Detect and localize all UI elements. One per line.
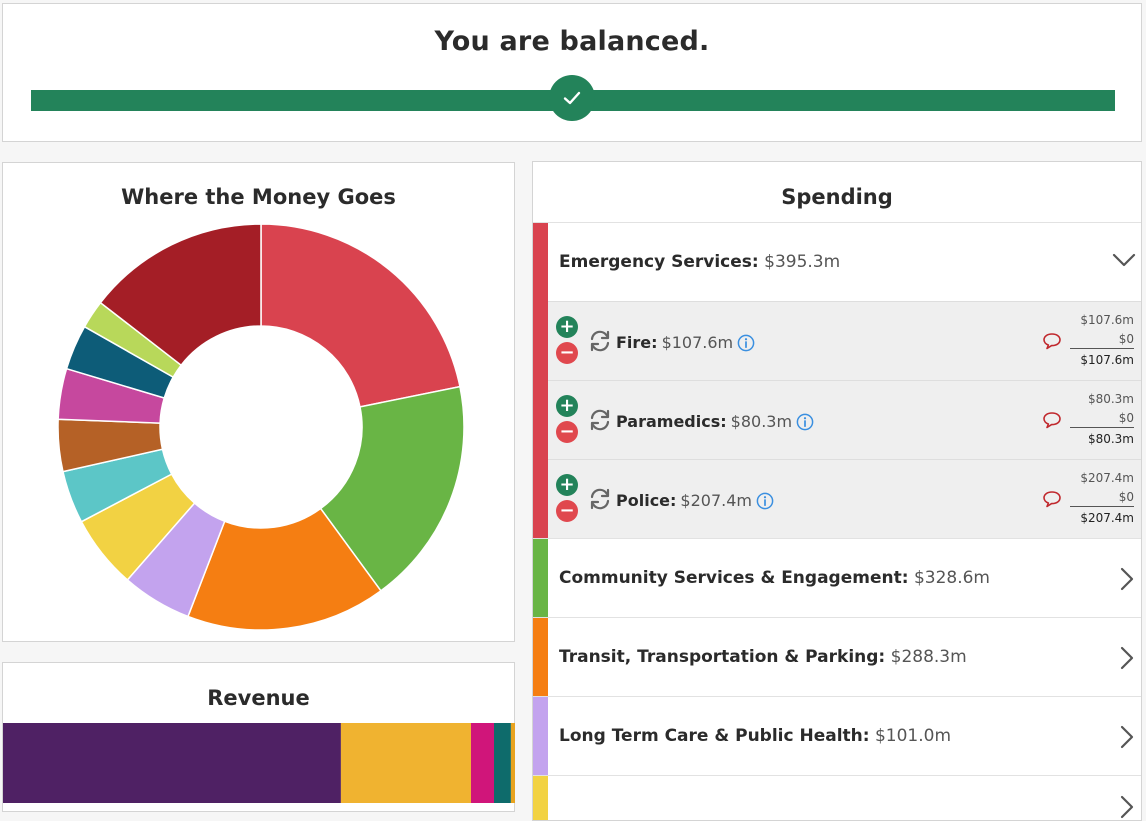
comment-icon[interactable]: [1042, 332, 1062, 350]
spending-card: Spending Emergency Services: $395.3m + −…: [532, 161, 1142, 821]
category-label: Community Services & Engagement: $328.6m: [559, 568, 990, 588]
decrease-button[interactable]: −: [556, 500, 578, 522]
category-color-stripe: [533, 697, 548, 775]
donut-slice[interactable]: [260, 223, 461, 408]
line-item-fire: + − Fire: $107.6m $107.6m $0 $107.6m: [548, 301, 1141, 380]
category-name: Long Term Care & Public Health:: [559, 726, 870, 746]
line-item-amount: $207.4m: [680, 491, 752, 510]
category-amount: $328.6m: [913, 568, 990, 588]
info-icon[interactable]: [737, 334, 755, 352]
category-label: Emergency Services: $395.3m: [559, 252, 840, 272]
line-item-name: Police:: [616, 491, 677, 510]
chevron-right-icon[interactable]: [1117, 794, 1137, 820]
base-amount: $107.6m: [1080, 313, 1134, 327]
category-amount: $101.0m: [874, 726, 952, 746]
total-amount: $107.6m: [1080, 353, 1134, 367]
base-amount: $80.3m: [1087, 392, 1134, 406]
chevron-down-icon[interactable]: [1111, 250, 1137, 270]
adjustment-amount: $0: [1070, 332, 1134, 349]
category-name: Community Services & Engagement:: [559, 568, 909, 588]
info-icon[interactable]: [756, 492, 774, 510]
decrease-button[interactable]: −: [556, 421, 578, 443]
category-label: Long Term Care & Public Health: $101.0m: [559, 726, 951, 746]
revenue-segment[interactable]: [494, 723, 511, 803]
reset-icon[interactable]: [588, 488, 612, 510]
category-row-transit[interactable]: Transit, Transportation & Parking: $288.…: [533, 617, 1141, 696]
chevron-right-icon[interactable]: [1117, 724, 1137, 750]
line-item-paramedics: + − Paramedics: $80.3m $80.3m $0 $80.3m: [548, 380, 1141, 459]
decrease-button[interactable]: −: [556, 342, 578, 364]
line-item-label: Paramedics: $80.3m: [616, 412, 814, 431]
line-item-name: Fire:: [616, 333, 658, 352]
adjustment-amount: $0: [1070, 411, 1134, 428]
category-color-stripe: [533, 776, 548, 820]
revenue-segment[interactable]: [470, 723, 495, 803]
line-item-police: + − Police: $207.4m $207.4m $0 $207.4m: [548, 459, 1141, 538]
line-item-label: Fire: $107.6m: [616, 333, 755, 352]
revenue-segment[interactable]: [510, 723, 515, 803]
category-amount: $288.3m: [890, 647, 967, 667]
revenue-title: Revenue: [207, 686, 310, 710]
balance-title: You are balanced.: [434, 26, 710, 57]
category-name: Transit, Transportation & Parking:: [559, 647, 886, 667]
money-goes-title: Where the Money Goes: [121, 185, 396, 209]
category-color-stripe: [533, 223, 548, 539]
money-goes-card: Where the Money Goes: [2, 162, 515, 642]
donut-slice[interactable]: [99, 223, 262, 367]
chevron-right-icon[interactable]: [1117, 645, 1137, 671]
line-item-amount: $107.6m: [661, 333, 734, 352]
line-item-name: Paramedics:: [616, 412, 727, 431]
total-amount: $80.3m: [1087, 432, 1134, 446]
spending-title: Spending: [781, 185, 893, 209]
balance-indicator: [549, 75, 595, 121]
category-color-stripe: [533, 618, 548, 696]
donut-slice[interactable]: [319, 385, 465, 592]
increase-button[interactable]: +: [556, 395, 578, 417]
line-item-amount: $80.3m: [730, 412, 793, 431]
money-goes-donut-chart: [57, 223, 465, 631]
revenue-segment[interactable]: [3, 723, 341, 803]
category-row-emergency-services[interactable]: Emergency Services: $395.3m: [533, 222, 1141, 539]
total-amount: $207.4m: [1080, 511, 1134, 525]
info-icon[interactable]: [796, 413, 814, 431]
comment-icon[interactable]: [1042, 411, 1062, 429]
increase-button[interactable]: +: [556, 474, 578, 496]
category-color-stripe: [533, 539, 548, 617]
base-amount: $207.4m: [1080, 471, 1134, 485]
comment-icon[interactable]: [1042, 490, 1062, 508]
adjustment-amount: $0: [1070, 490, 1134, 507]
revenue-stacked-bar: [3, 723, 515, 803]
category-row-community-services[interactable]: Community Services & Engagement: $328.6m: [533, 538, 1141, 617]
balance-panel: You are balanced.: [2, 3, 1142, 142]
line-item-label: Police: $207.4m: [616, 491, 774, 510]
chevron-right-icon[interactable]: [1117, 566, 1137, 592]
category-row-next[interactable]: [533, 775, 1141, 820]
check-icon: [563, 91, 581, 105]
donut-slice[interactable]: [187, 507, 382, 631]
category-row-long-term-care[interactable]: Long Term Care & Public Health: $101.0m: [533, 696, 1141, 775]
revenue-segment[interactable]: [340, 723, 471, 803]
category-label: Transit, Transportation & Parking: $288.…: [559, 647, 967, 667]
category-name: Emergency Services:: [559, 252, 759, 272]
revenue-card: Revenue: [2, 662, 515, 812]
category-amount: $395.3m: [764, 252, 841, 272]
reset-icon[interactable]: [588, 409, 612, 431]
reset-icon[interactable]: [588, 330, 612, 352]
increase-button[interactable]: +: [556, 316, 578, 338]
